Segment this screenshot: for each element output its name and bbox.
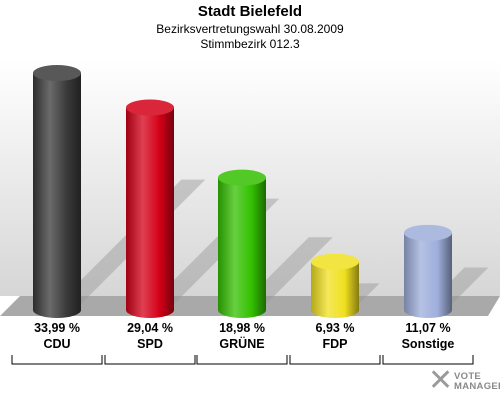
value-label-fdp: 6,93 % [315,321,355,335]
axis-bracket-gr-ne [196,355,288,365]
axis-bracket-fdp [289,355,381,365]
bar-body-spd [126,107,174,318]
bar-top-gr-ne [218,169,266,186]
value-label-cdu: 33,99 % [34,321,80,335]
logo-mark-icon: ✕ [428,364,454,397]
value-label-gr-ne: 18,98 % [219,321,265,335]
axis-bracket-sonstige [382,355,474,365]
bars [33,65,452,319]
bar-sonstige [404,224,452,318]
category-label-spd: SPD [137,337,163,351]
bar-body-fdp [311,261,359,318]
category-label-gr-ne: GRÜNE [219,337,265,351]
bar-body-cdu [33,73,81,319]
vote-manager-logo: ✕ VOTE MANAGER [428,364,500,398]
bar-gr-ne [218,169,266,318]
logo-text: VOTE MANAGER [454,372,500,392]
bar-top-cdu [33,65,81,82]
bar-top-fdp [311,253,359,270]
bar-fdp [311,253,359,318]
bar-top-sonstige [404,224,452,241]
chart-subtitle-district: Stimmbezirk 012.3 [200,37,300,51]
category-label-sonstige: Sonstige [401,337,455,351]
axis-bracket-spd [104,355,196,365]
x-axis [11,355,474,365]
bar-body-sonstige [404,232,452,318]
axis-bracket-cdu [11,355,103,365]
logo-text-line2: MANAGER [454,381,500,392]
bar-top-spd [126,99,174,116]
category-label-cdu: CDU [43,337,71,351]
bar-body-gr-ne [218,177,266,318]
value-label-sonstige: 11,07 % [405,321,451,335]
logo-text-line1: VOTE [454,371,482,382]
value-label-spd: 29,04 % [127,321,173,335]
category-label-fdp: FDP [322,337,348,351]
bar-cdu [33,65,81,319]
chart-subtitle-election: Bezirksvertretungswahl 30.08.2009 [156,22,344,36]
bar-spd [126,99,174,318]
title-block: Stadt Bielefeld Bezirksvertretungswahl 3… [0,2,500,52]
chart-title: Stadt Bielefeld [197,3,303,20]
